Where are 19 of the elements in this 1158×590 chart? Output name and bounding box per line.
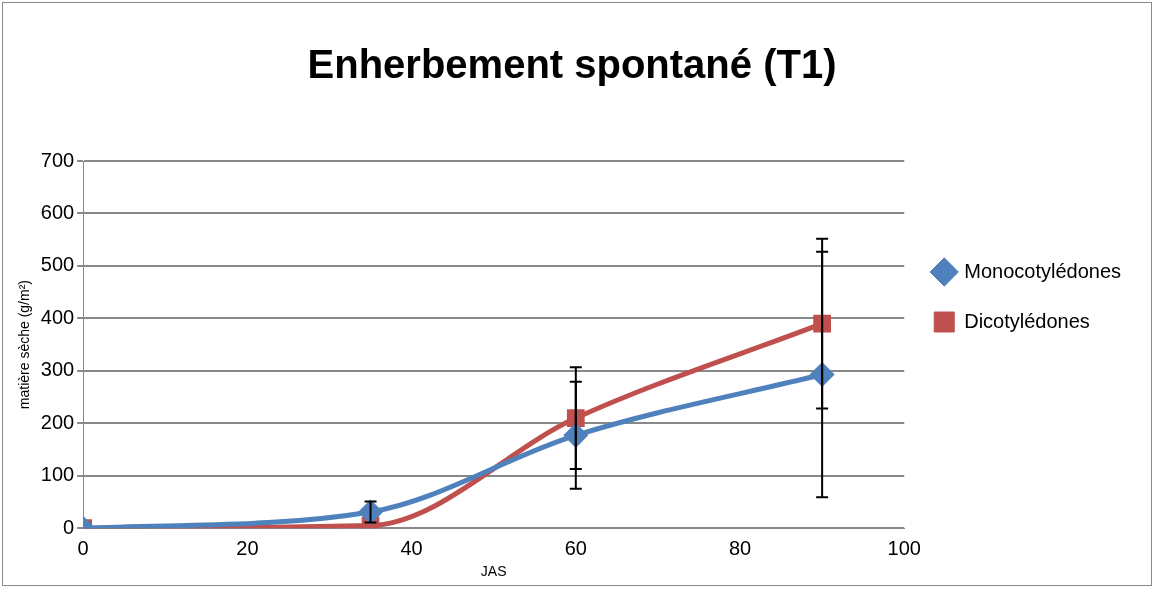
y-tick-label: 300 xyxy=(40,358,75,381)
x-axis-title: JAS xyxy=(480,563,507,580)
legend-label: Dicotylédones xyxy=(964,309,1090,332)
x-tick-label: 60 xyxy=(564,536,587,559)
y-tick-label: 700 xyxy=(40,148,75,171)
y-tick-label: 0 xyxy=(63,515,75,538)
x-tick-label: 100 xyxy=(887,536,921,559)
y-tick-label: 400 xyxy=(40,305,75,328)
y-axis-title: matière sèche (g/m²) xyxy=(16,280,33,410)
y-tick-label: 100 xyxy=(40,463,75,486)
chart-title: Enherbement spontané (T1) xyxy=(307,42,837,87)
x-tick-label: 80 xyxy=(728,536,752,559)
y-tick-label: 600 xyxy=(40,200,75,223)
x-tick-label: 40 xyxy=(400,536,423,559)
y-tick-label: 500 xyxy=(40,253,75,276)
legend-label: Monocotylédones xyxy=(964,259,1122,282)
x-tick-label: 20 xyxy=(236,536,259,559)
y-tick-label: 200 xyxy=(40,410,75,433)
x-tick-label: 0 xyxy=(77,536,89,559)
